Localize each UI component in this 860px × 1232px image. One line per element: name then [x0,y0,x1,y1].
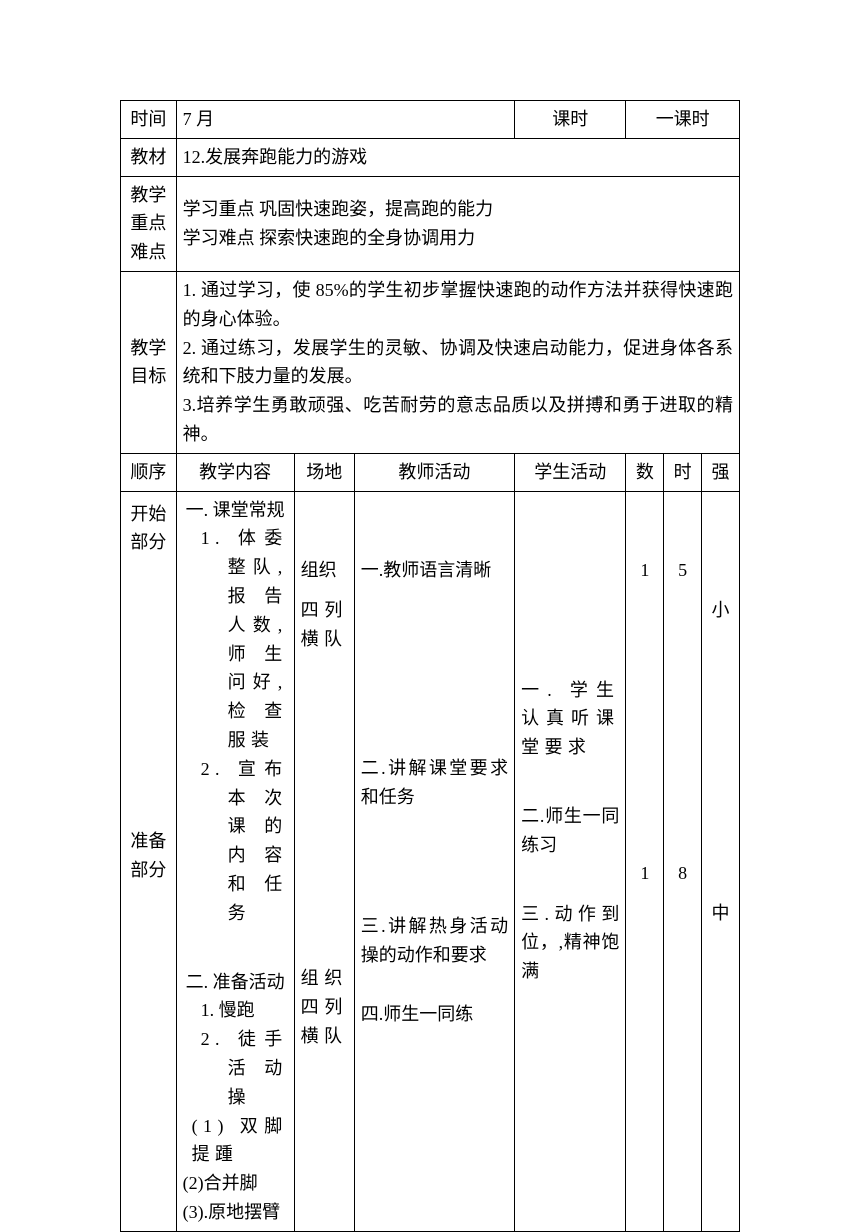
student-2: 二.师生一同练习 [521,802,619,860]
col-intensity: 强 [702,453,740,491]
venue-2a: 组织四列横队 [301,964,348,1050]
col-student: 学生活动 [515,453,626,491]
period-value: 一课时 [626,101,740,139]
col-count: 数 [626,453,664,491]
intensity-2: 中 [708,899,733,928]
material-label: 教材 [121,138,177,176]
teacher-3: 三.讲解热身活动操的动作和要求 [361,912,508,970]
student-1: 一. 学生认真听课堂要求 [521,676,619,762]
focus-line1: 学习重点 巩固快速跑姿，提高跑的能力 [183,195,733,224]
venue-1a: 组织 [301,556,348,585]
content-2-2: 2. 徒手活动操 [183,1025,288,1111]
count-1: 1 [632,556,657,585]
count-cell: 1 1 [626,491,664,1231]
content-cell: 一. 课堂常规 1. 体委整队,报告人数,师生问好,检查服装 2. 宣布本次课的… [176,491,294,1231]
prep-section-label: 准备部分 [127,827,170,885]
intensity-cell: 小 中 [702,491,740,1231]
content-title2: 二. 准备活动 [183,968,288,997]
venue-1b: 四列横队 [301,596,348,654]
teacher-cell: 一.教师语言清晰 二.讲解课堂要求和任务 三.讲解热身活动操的动作和要求 四.师… [354,491,514,1231]
period-label: 课时 [515,101,626,139]
student-3: 三.动作到位，,精神饱满 [521,900,619,986]
row-goals: 教学目标 1. 通过学习，使 85%的学生初步掌握快速跑的动作方法并获得快速跑的… [121,271,740,453]
row-material: 教材 12.发展奔跑能力的游戏 [121,138,740,176]
col-content: 教学内容 [176,453,294,491]
intensity-1: 小 [708,596,733,625]
teacher-1: 一.教师语言清晰 [361,556,508,585]
focus-label: 教学重点难点 [121,176,177,271]
time-label: 时间 [121,101,177,139]
teacher-4: 四.师生一同练 [361,1000,508,1029]
focus-line2: 学习难点 探索快速跑的全身协调用力 [183,224,733,253]
col-venue: 场地 [294,453,354,491]
content-1-1: 1. 体委整队,报告人数,师生问好,检查服装 [183,524,288,754]
time-cell: 5 8 [664,491,702,1231]
row-body: 开始部分 准备部分 一. 课堂常规 1. 体委整队,报告人数,师生问好,检查服装… [121,491,740,1231]
material-value: 12.发展奔跑能力的游戏 [176,138,739,176]
section-order-cell: 开始部分 准备部分 [121,491,177,1231]
time-value: 7 月 [176,101,514,139]
count-2: 1 [632,859,657,888]
goal-label: 教学目标 [121,271,177,453]
goal-2: 2. 通过练习，发展学生的灵敏、协调及快速启动能力，促进身体各系统和下肢力量的发… [183,334,733,392]
content-1-2: 2. 宣布本次课的内容和任务 [183,755,288,928]
start-section-label: 开始部分 [127,500,170,558]
content-2-2-2: (2)合并脚 [183,1169,288,1198]
venue-cell: 组织 四列横队 组织四列横队 [294,491,354,1231]
col-time: 时 [664,453,702,491]
time-2: 8 [670,859,695,888]
row-focus: 教学重点难点 学习重点 巩固快速跑姿，提高跑的能力 学习难点 探索快速跑的全身协… [121,176,740,271]
content-2-2-1: (1) 双脚提踵 [183,1112,288,1170]
student-cell: 一. 学生认真听课堂要求 二.师生一同练习 三.动作到位，,精神饱满 [515,491,626,1231]
content-title1: 一. 课堂常规 [183,496,288,525]
teacher-2: 二.讲解课堂要求和任务 [361,754,508,812]
row-columns: 顺序 教学内容 场地 教师活动 学生活动 数 时 强 [121,453,740,491]
goal-3: 3.培养学生勇敢顽强、吃苦耐劳的意志品质以及拼搏和勇于进取的精神。 [183,391,733,449]
col-teacher: 教师活动 [354,453,514,491]
focus-cell: 学习重点 巩固快速跑姿，提高跑的能力 学习难点 探索快速跑的全身协调用力 [176,176,739,271]
goal-1: 1. 通过学习，使 85%的学生初步掌握快速跑的动作方法并获得快速跑的身心体验。 [183,276,733,334]
lesson-plan-table: 时间 7 月 课时 一课时 教材 12.发展奔跑能力的游戏 教学重点难点 学习重… [120,100,740,1232]
time-1: 5 [670,556,695,585]
goal-cell: 1. 通过学习，使 85%的学生初步掌握快速跑的动作方法并获得快速跑的身心体验。… [176,271,739,453]
col-order: 顺序 [121,453,177,491]
content-2-1: 1. 慢跑 [183,996,288,1025]
content-2-2-3: (3).原地摆臂 [183,1198,288,1227]
row-time: 时间 7 月 课时 一课时 [121,101,740,139]
